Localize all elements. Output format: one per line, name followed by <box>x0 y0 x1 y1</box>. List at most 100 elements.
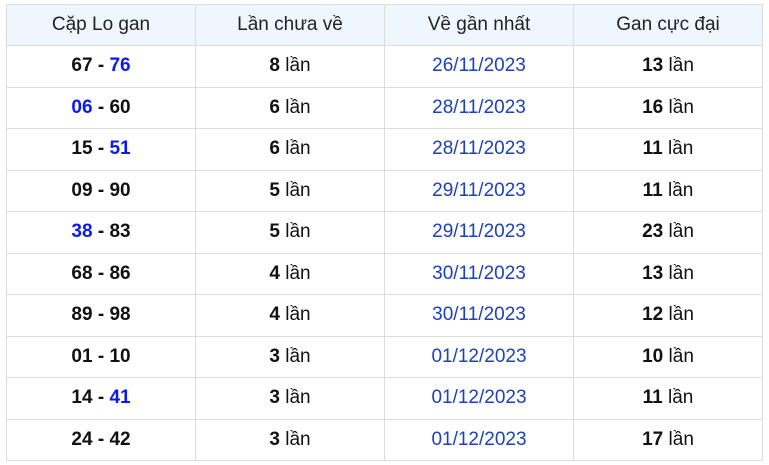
table-row: 89 - 98 4 lần 30/11/2023 12 lần <box>6 294 763 337</box>
unit: lần <box>668 304 694 326</box>
max-value: 13 <box>642 55 664 77</box>
pair-cell: 15 - 51 <box>6 128 196 171</box>
count-value: 6 <box>269 138 280 160</box>
pair-cell: 67 - 76 <box>6 45 196 88</box>
unit: lần <box>285 179 311 201</box>
pair-first: 15 <box>71 138 93 160</box>
pair-second: 42 <box>109 428 131 450</box>
header-count: Lần chưa về <box>195 4 385 46</box>
count-value: 3 <box>269 387 280 409</box>
count-cell: 8 lần <box>195 45 385 88</box>
table-row: 38 - 83 5 lần 29/11/2023 23 lần <box>6 211 763 254</box>
count-cell: 3 lần <box>195 335 385 378</box>
unit: lần <box>668 55 694 77</box>
max-value: 11 <box>642 387 663 409</box>
lo-gan-table: Cặp Lo gan Lần chưa về Về gần nhất Gan c… <box>6 4 763 461</box>
max-cell: 23 lần <box>573 211 763 254</box>
unit: lần <box>668 387 694 409</box>
pair-second: 83 <box>109 221 131 243</box>
max-cell: 11 lần <box>573 377 763 420</box>
unit: lần <box>668 138 694 160</box>
pair-second: 90 <box>109 179 131 201</box>
pair-cell: 06 - 60 <box>6 86 196 129</box>
pair-first: 67 <box>71 55 93 77</box>
max-value: 13 <box>642 262 664 284</box>
max-cell: 11 lần <box>573 169 763 212</box>
header-pair: Cặp Lo gan <box>6 4 196 46</box>
table-row: 15 - 51 6 lần 28/11/2023 11 lần <box>6 128 763 171</box>
table-row: 24 - 42 3 lần 01/12/2023 17 lần <box>6 418 763 461</box>
unit: lần <box>285 304 311 326</box>
pair-second: 10 <box>109 345 131 367</box>
pair-cell: 09 - 90 <box>6 169 196 212</box>
unit: lần <box>668 262 694 284</box>
unit: lần <box>285 428 311 450</box>
pair-cell: 14 - 41 <box>6 377 196 420</box>
last-date-cell: 28/11/2023 <box>384 128 574 171</box>
last-date-cell: 29/11/2023 <box>384 211 574 254</box>
table-row: 06 - 60 6 lần 28/11/2023 16 lần <box>6 86 763 129</box>
last-date-cell: 30/11/2023 <box>384 252 574 295</box>
unit: lần <box>668 96 694 118</box>
last-date-cell: 01/12/2023 <box>384 377 574 420</box>
header-row: Cặp Lo gan Lần chưa về Về gần nhất Gan c… <box>6 4 763 46</box>
unit: lần <box>668 221 694 243</box>
pair-first: 24 <box>71 428 93 450</box>
pair-second: 76 <box>109 55 131 77</box>
pair-cell: 01 - 10 <box>6 335 196 378</box>
pair-second: 86 <box>109 262 131 284</box>
count-cell: 6 lần <box>195 128 385 171</box>
table-row: 01 - 10 3 lần 01/12/2023 10 lần <box>6 335 763 378</box>
pair-cell: 24 - 42 <box>6 418 196 461</box>
pair-first: 06 <box>71 96 93 118</box>
unit: lần <box>285 345 311 367</box>
last-date-cell: 28/11/2023 <box>384 86 574 129</box>
max-value: 17 <box>642 428 664 450</box>
count-cell: 3 lần <box>195 377 385 420</box>
header-last-date: Về gần nhất <box>384 4 574 46</box>
pair-second: 51 <box>109 138 131 160</box>
pair-second: 60 <box>109 96 131 118</box>
last-date-cell: 29/11/2023 <box>384 169 574 212</box>
max-cell: 12 lần <box>573 294 763 337</box>
pair-second: 41 <box>109 387 131 409</box>
pair-first: 38 <box>71 221 93 243</box>
last-date-cell: 30/11/2023 <box>384 294 574 337</box>
max-value: 23 <box>642 221 664 243</box>
unit: lần <box>285 96 311 118</box>
count-cell: 5 lần <box>195 169 385 212</box>
count-value: 6 <box>269 96 280 118</box>
last-date-cell: 01/12/2023 <box>384 418 574 461</box>
last-date-cell: 01/12/2023 <box>384 335 574 378</box>
unit: lần <box>285 262 311 284</box>
count-cell: 5 lần <box>195 211 385 254</box>
max-cell: 10 lần <box>573 335 763 378</box>
table-row: 09 - 90 5 lần 29/11/2023 11 lần <box>6 169 763 212</box>
max-cell: 13 lần <box>573 252 763 295</box>
count-cell: 4 lần <box>195 294 385 337</box>
unit: lần <box>285 138 311 160</box>
table-row: 67 - 76 8 lần 26/11/2023 13 lần <box>6 45 763 88</box>
max-value: 11 <box>642 138 663 160</box>
unit: lần <box>285 387 311 409</box>
count-value: 8 <box>269 55 280 77</box>
table-row: 68 - 86 4 lần 30/11/2023 13 lần <box>6 252 763 295</box>
unit: lần <box>668 428 694 450</box>
header-max: Gan cực đại <box>573 4 763 46</box>
unit: lần <box>668 345 694 367</box>
max-value: 11 <box>642 179 663 201</box>
count-cell: 4 lần <box>195 252 385 295</box>
max-cell: 17 lần <box>573 418 763 461</box>
count-value: 3 <box>269 345 280 367</box>
table-row: 14 - 41 3 lần 01/12/2023 11 lần <box>6 377 763 420</box>
pair-cell: 38 - 83 <box>6 211 196 254</box>
max-cell: 16 lần <box>573 86 763 129</box>
pair-first: 89 <box>71 304 93 326</box>
count-value: 4 <box>269 304 280 326</box>
count-cell: 6 lần <box>195 86 385 129</box>
unit: lần <box>285 55 311 77</box>
pair-first: 01 <box>71 345 93 367</box>
max-value: 16 <box>642 96 664 118</box>
pair-second: 98 <box>109 304 131 326</box>
max-value: 10 <box>642 345 664 367</box>
